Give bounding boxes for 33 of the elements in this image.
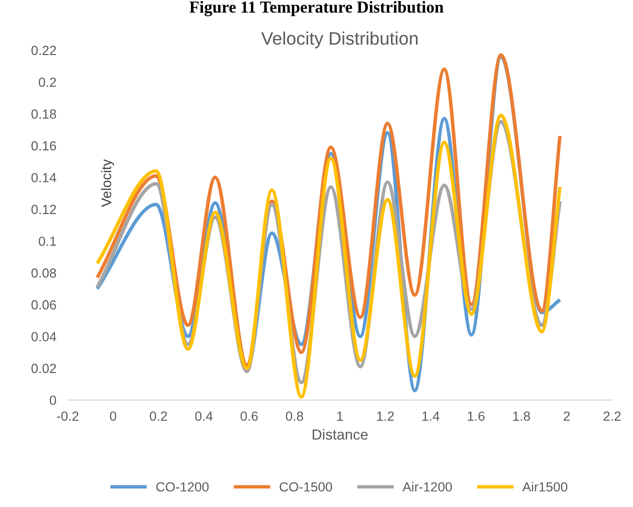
- x-tick-label: 2.2: [604, 411, 621, 421]
- x-tick-label: 1.2: [377, 411, 394, 421]
- legend-label: Air1500: [522, 482, 568, 492]
- y-tick-label: 0.06: [31, 300, 56, 310]
- legend-label: CO-1200: [156, 482, 209, 492]
- y-tick-label: 0.12: [31, 204, 56, 214]
- x-tick-label: 0.4: [195, 411, 213, 421]
- y-tick-label: 0.04: [31, 332, 56, 342]
- chart-title: Velocity Distribution: [261, 32, 418, 48]
- legend-label: Air-1200: [402, 482, 452, 492]
- caption: Figure 11 Temperature Distribution: [190, 1, 444, 16]
- y-tick-label: 0.08: [31, 268, 56, 278]
- y-tick-label: 0: [50, 396, 56, 405]
- x-axis-title: Distance: [312, 428, 368, 440]
- x-tick-label: -0.2: [56, 411, 78, 421]
- x-tick-label: 0.8: [286, 411, 304, 421]
- y-tick-label: 0.2: [38, 78, 56, 87]
- x-tick-label: 1.4: [422, 412, 440, 421]
- x-tick-label: 2: [564, 411, 570, 421]
- y-tick-label: 0.18: [31, 109, 56, 119]
- x-tick-label: 1.8: [513, 411, 530, 421]
- x-tick-label: 1: [337, 412, 343, 421]
- x-tick-label: 0.6: [240, 411, 258, 421]
- legend-label: CO-1500: [280, 482, 332, 492]
- y-axis-title: Velocity: [101, 159, 114, 207]
- y-tick-label: 0.02: [31, 364, 56, 374]
- x-tick-label: 0: [110, 411, 116, 421]
- y-tick-label: 0.14: [31, 172, 56, 182]
- y-tick-label: 0.1: [38, 236, 56, 246]
- y-tick-label: 0.16: [31, 141, 56, 151]
- x-tick-label: 0.2: [150, 411, 167, 421]
- x-tick-label: 1.6: [468, 411, 485, 421]
- y-tick-label: 0.22: [31, 46, 56, 56]
